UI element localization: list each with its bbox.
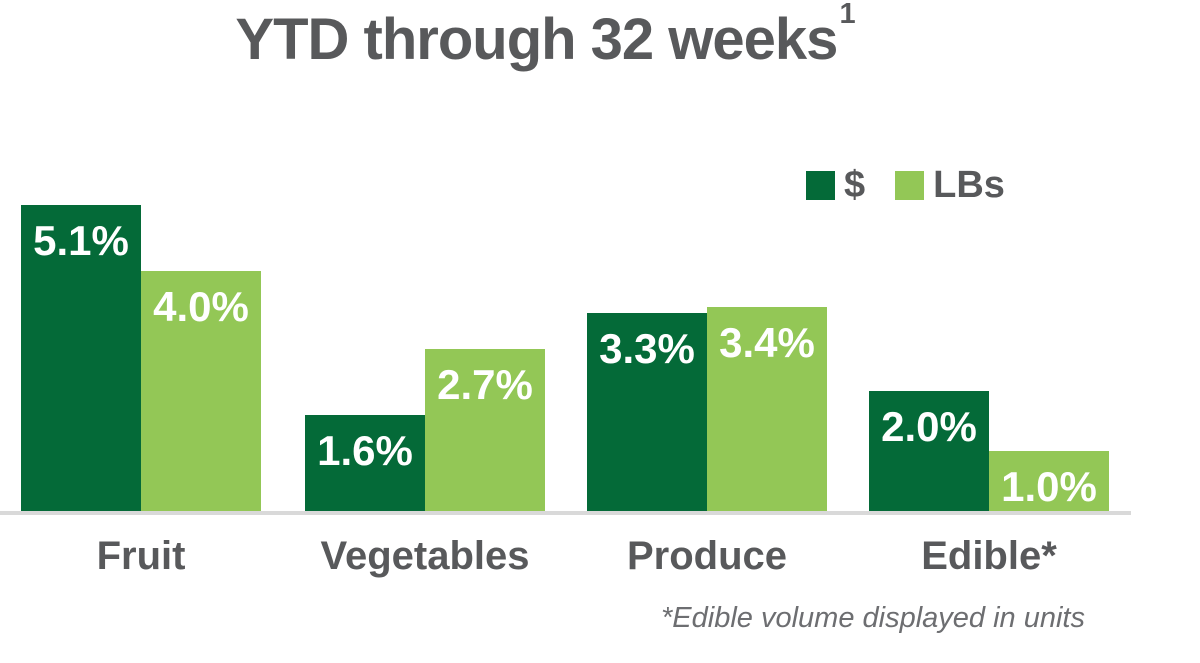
category-label-fruit: Fruit — [96, 534, 186, 578]
bar-lbs-edible: 1.0% — [989, 451, 1109, 511]
category-label-produce: Produce — [626, 534, 788, 578]
bar-lbs-vegetables: 2.7% — [425, 349, 545, 511]
legend-swatch-lbs-icon — [895, 170, 925, 200]
legend-label-lbs: LBs — [933, 164, 1005, 206]
legend-swatch-dollar-icon — [806, 170, 835, 200]
bar-value-label-lbs-vegetables: 2.7% — [437, 361, 533, 408]
bar-value-label-lbs-produce: 3.4% — [719, 319, 815, 366]
legend: $ LBs — [806, 166, 1005, 204]
x-axis-line — [0, 511, 1131, 515]
bar-dollar-vegetables: 1.6% — [305, 415, 425, 511]
legend-item-lbs: LBs — [895, 166, 1005, 204]
bar-value-label-lbs-edible: 1.0% — [1001, 463, 1097, 510]
bar-value-label-lbs-fruit: 4.0% — [153, 283, 249, 330]
bar-value-label-dollar-produce: 3.3% — [599, 325, 695, 372]
bar-value-label-dollar-vegetables: 1.6% — [317, 427, 413, 474]
category-label-edible: Edible* — [921, 534, 1057, 578]
bar-dollar-edible: 2.0% — [869, 391, 989, 511]
category-label-vegetables: Vegetables — [320, 534, 530, 578]
bar-dollar-produce: 3.3% — [587, 313, 707, 511]
bar-lbs-fruit: 4.0% — [141, 271, 261, 511]
footnote: *Edible volume displayed in units — [661, 602, 1085, 634]
bar-value-label-dollar-edible: 2.0% — [881, 403, 977, 450]
chart-title-text: YTD through 32 weeks — [235, 7, 838, 72]
legend-label-dollar: $ — [844, 164, 866, 206]
chart-title: YTD through 32 weeks1 — [0, 0, 1090, 73]
chart-title-superscript: 1 — [839, 0, 855, 30]
bar-dollar-fruit: 5.1% — [21, 205, 141, 511]
bar-lbs-produce: 3.4% — [707, 307, 827, 511]
legend-item-dollar: $ — [806, 166, 865, 204]
bar-value-label-dollar-fruit: 5.1% — [33, 217, 129, 264]
